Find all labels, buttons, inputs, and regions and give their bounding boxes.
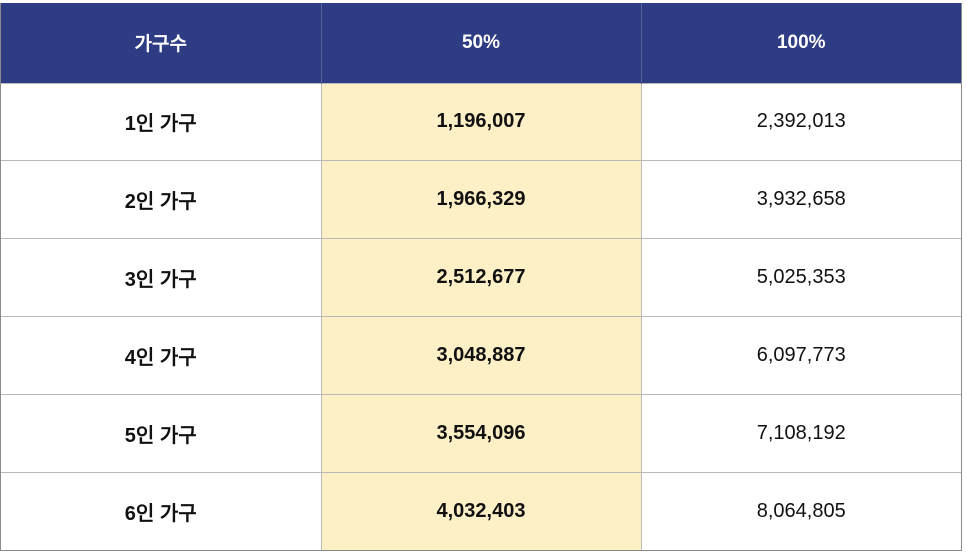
table-row: 6인 가구 4,032,403 8,064,805 [1,471,961,550]
household-cell: 6인 가구 [1,471,322,550]
table-row: 1인 가구 1,196,007 2,392,013 [1,82,961,161]
value-100-cell: 3,932,658 [641,160,961,239]
income-table-container: 가구수 50% 100% 1인 가구 1,196,007 2,392,013 2… [0,3,962,551]
value-50-cell: 4,032,403 [321,471,642,550]
value-50-cell: 1,196,007 [321,82,642,161]
value-100-cell: 6,097,773 [641,315,961,395]
value-50-cell: 2,512,677 [321,238,642,317]
table-header: 가구수 50% 100% [1,3,961,83]
table-body: 1인 가구 1,196,007 2,392,013 2인 가구 1,966,32… [1,82,961,550]
value-100-cell: 2,392,013 [641,82,961,161]
table-row: 5인 가구 3,554,096 7,108,192 [1,393,961,473]
table-row: 3인 가구 2,512,677 5,025,353 [1,238,961,317]
income-table: 가구수 50% 100% 1인 가구 1,196,007 2,392,013 2… [1,3,961,550]
value-100-cell: 7,108,192 [641,393,961,473]
household-cell: 3인 가구 [1,238,322,317]
header-100-percent: 100% [641,3,961,83]
table-row: 2인 가구 1,966,329 3,932,658 [1,160,961,239]
household-cell: 4인 가구 [1,315,322,395]
household-cell: 1인 가구 [1,82,322,161]
value-100-cell: 8,064,805 [641,471,961,550]
header-household-count: 가구수 [1,3,322,83]
household-cell: 2인 가구 [1,160,322,239]
value-50-cell: 3,554,096 [321,393,642,473]
household-cell: 5인 가구 [1,393,322,473]
header-50-percent: 50% [321,3,642,83]
header-row: 가구수 50% 100% [1,3,961,83]
table-row: 4인 가구 3,048,887 6,097,773 [1,315,961,395]
value-50-cell: 3,048,887 [321,315,642,395]
value-100-cell: 5,025,353 [641,238,961,317]
value-50-cell: 1,966,329 [321,160,642,239]
